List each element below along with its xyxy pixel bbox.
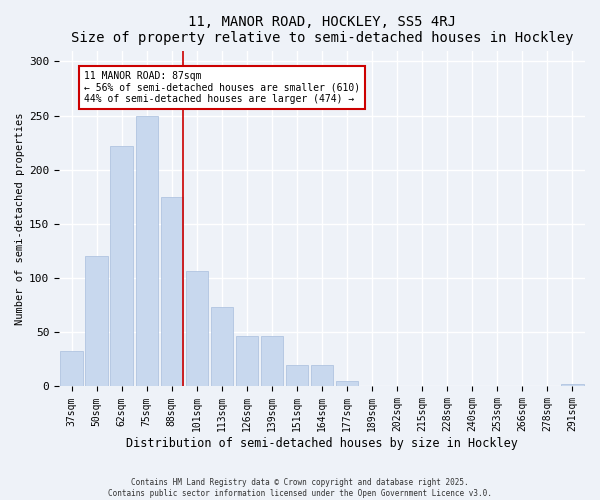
Bar (185, 270, 208, 386)
Text: 11 MANOR ROAD: 87sqm
← 56% of semi-detached houses are smaller (610)
44% of semi: 11 MANOR ROAD: 87sqm ← 56% of semi-detac… (84, 71, 361, 104)
Bar (261, 336, 283, 386)
Bar (85, 256, 108, 386)
Bar (336, 381, 358, 386)
Bar (61, 350, 83, 386)
Bar (161, 197, 183, 386)
Text: Contains HM Land Registry data © Crown copyright and database right 2025.
Contai: Contains HM Land Registry data © Crown c… (108, 478, 492, 498)
Bar (311, 365, 334, 386)
Bar (110, 146, 133, 386)
Bar (236, 336, 258, 386)
Bar (211, 308, 233, 386)
Title: 11, MANOR ROAD, HOCKLEY, SS5 4RJ
Size of property relative to semi-detached hous: 11, MANOR ROAD, HOCKLEY, SS5 4RJ Size of… (71, 15, 574, 45)
Y-axis label: Number of semi-detached properties: Number of semi-detached properties (15, 112, 25, 325)
Bar (286, 365, 308, 386)
X-axis label: Distribution of semi-detached houses by size in Hockley: Distribution of semi-detached houses by … (126, 437, 518, 450)
Bar (136, 116, 158, 386)
Bar (561, 384, 584, 386)
